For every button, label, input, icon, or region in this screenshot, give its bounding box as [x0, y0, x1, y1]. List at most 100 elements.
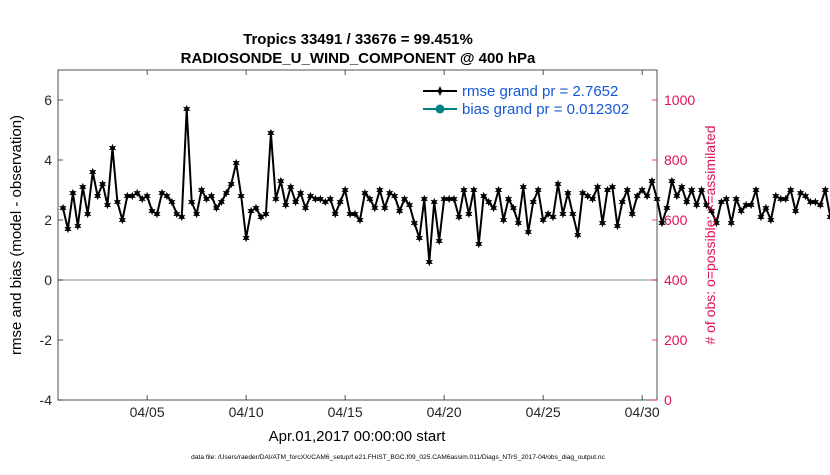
plot-frame [57, 69, 658, 401]
rmse-point [490, 203, 498, 213]
rmse-point [98, 179, 107, 189]
x-tick-label: 04/15 [328, 404, 363, 420]
rmse-point [128, 191, 136, 201]
rmse-point [742, 200, 750, 210]
rmse-point [108, 143, 117, 153]
rmse-point [688, 185, 696, 195]
legend-box [418, 80, 654, 120]
rmse-point [697, 185, 706, 195]
rmse-point [579, 188, 587, 198]
rmse-point [584, 191, 592, 201]
rmse-point [227, 179, 235, 189]
rmse-point [633, 191, 641, 201]
rmse-point [485, 197, 493, 207]
y-tick-label-right: 200 [664, 332, 688, 348]
rmse-point [113, 197, 121, 207]
rmse-point [529, 197, 537, 207]
rmse-point [282, 200, 290, 210]
rmse-point [801, 191, 810, 201]
rmse-point [212, 203, 221, 213]
rmse-point [287, 182, 295, 192]
rmse-point [772, 191, 780, 201]
rmse-point [356, 215, 364, 225]
rmse-point [727, 218, 735, 228]
y-tick-label-left: -4 [40, 392, 53, 408]
rmse-point [306, 191, 315, 201]
rmse-point [494, 185, 503, 195]
rmse-point [405, 200, 414, 210]
rmse-point [242, 233, 250, 243]
rmse-point [79, 182, 87, 192]
rmse-point [594, 182, 602, 192]
rmse-point [158, 188, 166, 198]
rmse-point [366, 194, 374, 204]
rmse-point [272, 194, 280, 204]
rmse-point [341, 185, 349, 195]
rmse-point [197, 185, 206, 195]
rmse-point [811, 197, 820, 207]
y-tick-label-right: 800 [664, 152, 688, 168]
rmse-point [64, 224, 72, 234]
rmse-point [450, 194, 458, 204]
chart-title-line1: Tropics 33491 / 33676 = 99.451% [243, 31, 473, 48]
rmse-point [247, 206, 255, 216]
x-tick-label: 04/30 [625, 404, 660, 420]
footer-data-file: data file: /Users/raeder/DAI/ATM_forcXX/… [191, 454, 605, 461]
rmse-point [232, 158, 240, 168]
y-tick-label-left: -2 [40, 332, 53, 348]
rmse-point [623, 185, 631, 195]
rmse-point [173, 209, 181, 219]
rmse-point [84, 209, 92, 219]
rmse-point [376, 185, 384, 195]
rmse-point [762, 203, 770, 213]
rmse-point [712, 218, 720, 228]
rmse-point [430, 197, 438, 207]
rmse-point [702, 200, 711, 210]
rmse-point [267, 128, 275, 138]
rmse-point [237, 191, 245, 201]
rmse-point [722, 194, 730, 204]
rmse-point [509, 203, 518, 213]
rmse-point [257, 212, 265, 222]
rmse-point [514, 218, 522, 228]
rmse-point [475, 239, 483, 249]
rmse-point [455, 212, 463, 222]
legend-bias-label: bias grand pr = 0.012302 [462, 101, 629, 118]
rmse-point [613, 221, 621, 231]
rmse-point [777, 194, 785, 204]
rmse-point [658, 218, 666, 228]
rmse-point [816, 200, 824, 210]
rmse-point [821, 185, 829, 195]
x-tick-label: 04/20 [427, 404, 462, 420]
rmse-point [193, 209, 201, 219]
rmse-point [806, 197, 815, 207]
rmse-point [59, 203, 67, 213]
rmse-point [133, 188, 141, 198]
rmse-point [400, 194, 409, 204]
rmse-point [465, 209, 473, 219]
rmse-point [222, 188, 230, 198]
rmse-point [207, 191, 216, 201]
x-tick-label: 04/25 [526, 404, 561, 420]
y-tick-label-left: 6 [44, 92, 52, 108]
rmse-point [386, 188, 394, 198]
rmse-point [643, 191, 651, 201]
rmse-point [371, 203, 379, 213]
rmse-point [796, 188, 805, 198]
rmse-point [425, 257, 433, 267]
legend-rmse-marker [435, 86, 445, 96]
rmse-point [826, 213, 830, 221]
rmse-point [391, 191, 399, 201]
rmse-point [153, 209, 161, 219]
rmse-point [321, 197, 329, 207]
y-tick-label-right: 600 [664, 212, 688, 228]
rmse-point [381, 203, 389, 213]
chart-title-line2: RADIOSONDE_U_WIND_COMPONENT @ 400 hPa [181, 50, 536, 67]
rmse-point [792, 206, 800, 216]
rmse-point [74, 221, 82, 231]
rmse-point [178, 212, 186, 222]
rmse-point [395, 206, 404, 216]
rmse-point [103, 200, 112, 210]
rmse-point [707, 206, 716, 216]
